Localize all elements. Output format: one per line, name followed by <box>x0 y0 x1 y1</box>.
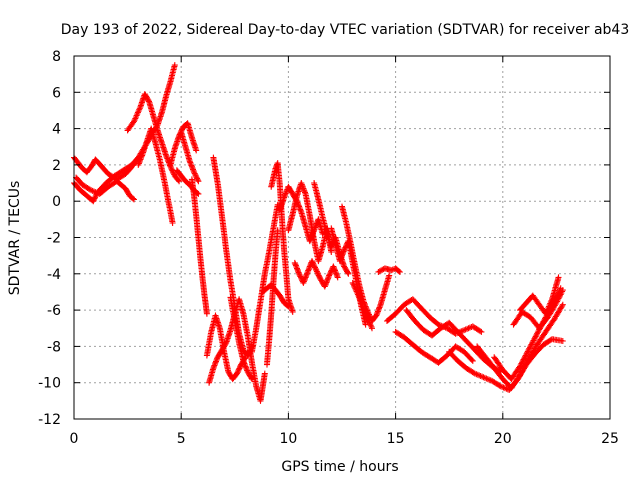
series-track-8 <box>178 129 202 185</box>
y-tick-label: 4 <box>52 122 61 138</box>
x-tick-label: 25 <box>601 431 619 447</box>
x-tick-label: 10 <box>279 431 297 447</box>
plus-markers <box>249 201 281 355</box>
plus-markers <box>291 258 341 290</box>
y-tick-label: -10 <box>38 376 61 392</box>
series-track-16 <box>268 160 296 315</box>
plus-markers <box>73 174 137 203</box>
series-track-23 <box>339 203 393 324</box>
y-tick-label: 0 <box>52 194 61 210</box>
x-tick-label: 15 <box>387 431 405 447</box>
plus-markers <box>268 160 296 315</box>
plus-markers <box>227 294 255 383</box>
y-tick-label: -4 <box>47 267 61 283</box>
x-tick-label: 0 <box>70 431 79 447</box>
y-tick-label: -8 <box>47 339 61 355</box>
x-tick-label: 5 <box>177 431 186 447</box>
axis-ticks: 0 5 10 15 20 25 -12 -10 -8 -6 -4 -2 0 2 4 6 8 <box>38 49 619 447</box>
series-track-30 <box>474 301 566 392</box>
plus-markers <box>375 265 403 275</box>
x-tick-label: 20 <box>494 431 512 447</box>
plus-markers <box>259 281 292 310</box>
series-track-33 <box>517 274 562 317</box>
y-tick-label: -2 <box>47 231 61 247</box>
plus-markers <box>349 279 375 332</box>
series-track-19 <box>285 180 335 265</box>
x-axis-label: GPS time / hours <box>281 459 398 475</box>
series-track-17 <box>259 281 292 310</box>
plus-markers <box>474 301 566 392</box>
series-track-14 <box>249 201 281 355</box>
series-track-27 <box>392 328 476 366</box>
plus-markers <box>135 125 176 226</box>
series-track-3 <box>73 174 137 203</box>
y-tick-label: 6 <box>52 85 61 101</box>
plus-markers <box>285 180 335 265</box>
chart-title: Day 193 of 2022, Sidereal Day-to-day VTE… <box>61 22 630 38</box>
plus-markers <box>517 274 562 317</box>
series-track-9 <box>188 176 210 317</box>
plus-markers <box>188 176 210 317</box>
plus-markers <box>178 129 202 185</box>
plus-markers <box>510 287 566 332</box>
series-track-20 <box>291 258 341 290</box>
series-track-32 <box>510 287 566 332</box>
y-tick-label: -6 <box>47 303 61 319</box>
series-track-13 <box>227 294 255 383</box>
series-track-4 <box>124 91 183 185</box>
y-tick-label: 8 <box>52 49 61 65</box>
series-track-5 <box>135 125 176 226</box>
y-tick-label: -12 <box>38 412 61 428</box>
plus-markers <box>392 328 476 366</box>
plus-markers <box>339 203 393 324</box>
y-tick-label: 2 <box>52 158 61 174</box>
series-track-24 <box>349 279 375 332</box>
series-track-25 <box>375 265 403 275</box>
data-points <box>71 62 566 404</box>
plus-markers <box>124 91 183 185</box>
y-axis-label: SDTVAR / TECUs <box>7 181 23 296</box>
